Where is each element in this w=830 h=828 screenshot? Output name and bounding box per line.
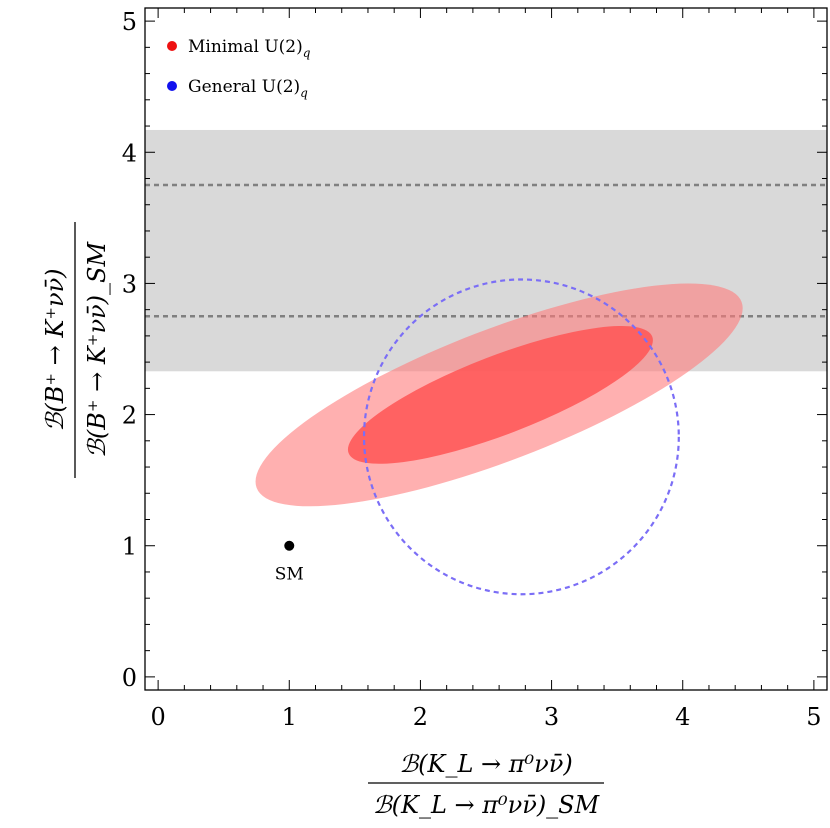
x-axis-label-denominator: ℬ(K_L → π⁰νν̄)_SM — [373, 791, 601, 819]
legend: Minimal U(2)q General U(2)q — [167, 37, 311, 100]
plot-area — [145, 129, 827, 596]
y-axis-label-denominator: ℬ(B⁺ → K⁺νν̄)_SM — [83, 241, 111, 458]
x-tick-label: 4 — [675, 703, 690, 731]
x-tick-label: 3 — [544, 703, 559, 731]
sm-label: SM — [275, 565, 304, 585]
y-tick-label: 2 — [122, 402, 137, 430]
y-tick-label: 0 — [122, 664, 137, 692]
x-tick-label: 1 — [282, 703, 297, 731]
y-axis-label-numerator: ℬ(B⁺ → K⁺νν̄) — [41, 268, 69, 431]
x-axis-label-numerator: ℬ(K_L → π⁰νν̄) — [399, 750, 572, 778]
y-tick-label: 4 — [122, 139, 137, 167]
x-tick-labels: 0 1 2 3 4 5 — [150, 703, 821, 731]
legend-marker-general — [167, 81, 177, 91]
x-tick-label: 0 — [150, 703, 165, 731]
y-tick-label: 5 — [122, 8, 137, 36]
general-contour-circle — [362, 278, 680, 596]
minimal-1sigma-ellipse — [347, 326, 653, 464]
sm-point — [284, 540, 295, 551]
x-tick-label: 2 — [413, 703, 428, 731]
y-tick-labels: 0 1 2 3 4 5 — [122, 8, 137, 692]
x-tick-label: 5 — [806, 703, 821, 731]
y-tick-label: 3 — [122, 270, 137, 298]
tick-marks — [145, 8, 827, 690]
legend-marker-minimal — [167, 41, 177, 51]
legend-entry-minimal: Minimal U(2)q — [188, 37, 311, 60]
legend-entry-general: General U(2)q — [188, 77, 308, 100]
y-tick-label: 1 — [122, 533, 137, 561]
x-axis-label: ℬ(K_L → π⁰νν̄) ℬ(K_L → π⁰νν̄)_SM — [368, 750, 604, 819]
axes-frame — [144, 7, 828, 691]
y-axis-label: ℬ(B⁺ → K⁺νν̄) ℬ(B⁺ → K⁺νν̄)_SM — [41, 222, 111, 478]
